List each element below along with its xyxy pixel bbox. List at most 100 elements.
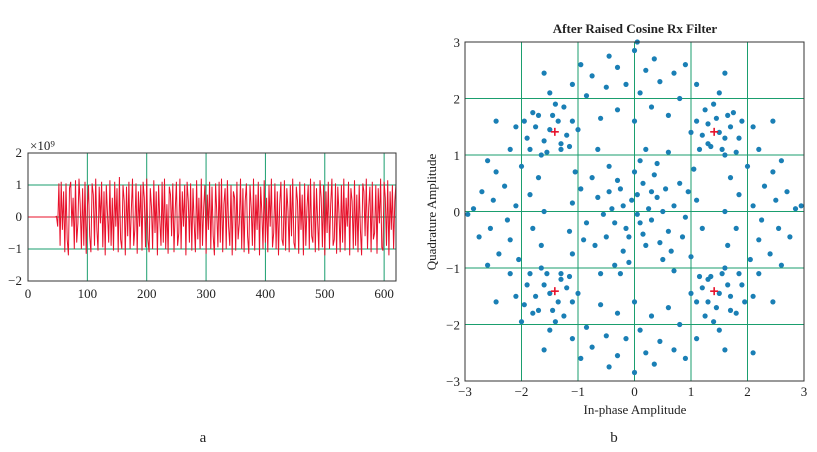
panel-b-scatter-point: [606, 163, 612, 169]
panel-b-series: [465, 39, 804, 376]
panel-b-scatter-point: [507, 146, 513, 152]
panel-b-scatter-point: [722, 265, 728, 271]
panel-b-scatter-point: [722, 208, 728, 215]
panel-b-scatter-point: [750, 293, 756, 299]
panel-b-scatter-point: [648, 104, 655, 110]
panel-b-scatter-point: [566, 228, 573, 234]
panel-b-x-tick-label: 3: [801, 384, 808, 399]
panel-b-x-tick-label: 0: [631, 384, 638, 399]
panel-b-scatter-point: [507, 271, 513, 277]
panel-b-scatter-point: [742, 299, 748, 305]
panel-b-scatter-point: [637, 220, 643, 226]
panel-b-scatter-point: [623, 336, 629, 342]
panel-b-scatter-point: [614, 353, 621, 359]
panel-b-scatter-point: [694, 299, 700, 305]
panel-b-scatter-point: [722, 152, 728, 158]
panel-b-scatter-point: [643, 350, 649, 356]
panel-a-x-tick-label: 600: [374, 286, 394, 301]
panel-b-x-tick-label: 2: [744, 384, 751, 399]
panel-b-y-tick-label: −2: [446, 318, 460, 333]
panel-b-scatter-point: [598, 271, 604, 277]
panel-b-scatter-point: [626, 234, 632, 240]
panel-b-scatter-point: [527, 271, 533, 277]
panel-b-scatter-point: [648, 217, 655, 223]
panel-b-scatter-point: [756, 146, 762, 152]
panel-a-frame: [27, 152, 397, 282]
panel-b-y-tick-label: 2: [454, 92, 461, 107]
panel-b-scatter-point: [612, 220, 618, 226]
panel-b-scatter-point: [744, 163, 751, 169]
panel-b-scatter-point: [558, 146, 564, 152]
panel-b-scatter-point: [725, 242, 731, 248]
panel-b-scatter-point: [564, 285, 570, 291]
panel-a-y-tick-label: −2: [8, 273, 22, 288]
panel-b-scatter-point: [688, 254, 694, 260]
panel-b-scatter-point: [598, 302, 604, 308]
panel-b-scatter-point: [485, 158, 491, 164]
panel-b-scatter-point: [513, 124, 519, 130]
panel-b-scatter-point: [750, 350, 756, 356]
panel-b-scatter-point: [711, 101, 717, 107]
panel-b-scatter-point: [606, 189, 612, 195]
panel-b-scatter-point: [739, 282, 745, 288]
panel-b-scatter-point: [561, 313, 567, 319]
panel-b-scatter-point: [688, 129, 694, 135]
panel-b-scatter-point: [677, 95, 683, 102]
panel-b-scatter-point: [555, 299, 561, 305]
panel-b-scatter-point: [535, 112, 542, 118]
panel-b-scatter-point: [705, 299, 711, 305]
panel-b-scatter-point: [575, 127, 581, 133]
panel-b-scatter-point: [657, 240, 663, 246]
panel-b-scatter-point: [518, 319, 525, 325]
panel-b-scatter-point: [665, 305, 672, 311]
panel-b-scatter-point: [643, 146, 649, 152]
panel-b-scatter-point: [694, 197, 700, 203]
panel-b-scatter-point: [569, 251, 576, 257]
panel-b-scatter-point: [756, 237, 762, 243]
panel-b-y-tick-label: 0: [454, 205, 461, 220]
panel-b-scatter-point: [643, 242, 649, 248]
panel-b-scatter-point: [770, 118, 776, 124]
panel-b-scatter-point: [631, 47, 638, 54]
panel-b-scatter-point: [547, 290, 553, 296]
panel-b-scatter-point: [651, 56, 657, 62]
panel-b-scatter-point: [665, 112, 672, 118]
panel-b-y-tick-label: 1: [454, 148, 461, 163]
panel-a-y-tick-label: 0: [16, 209, 23, 224]
panel-b-scatter-point: [637, 327, 643, 333]
panel-b-scatter-point: [479, 189, 485, 195]
panel-b-scatter-point: [603, 333, 609, 339]
panel-b-scatter-point: [696, 273, 703, 280]
panel-b-scatter-point: [470, 206, 477, 212]
panel-b-ticks: −3 −2 −1 0 1 2 3 3 2 1 0 −1 −2 −3: [446, 35, 807, 399]
panel-b-scatter-point: [671, 203, 677, 209]
panel-b-scatter-point: [770, 169, 776, 175]
panel-b-scatter-point: [736, 271, 742, 277]
panel-b-scatter-point: [578, 186, 584, 192]
panel-b-scatter-point: [496, 251, 502, 257]
panel-b-scatter-point: [688, 290, 694, 296]
panel-b-scatter-point: [713, 305, 720, 311]
panel-b-scatter-point: [699, 132, 705, 138]
panel-b-scatter-point: [702, 107, 708, 113]
panel-b-scatter-point: [552, 101, 559, 107]
panel-b-scatter-point: [626, 259, 632, 265]
panel-b-scatter-point: [533, 293, 539, 299]
panel-b-scatter-point: [516, 256, 522, 263]
panel-b-scatter-point: [651, 361, 657, 367]
panel-b-scatter-point: [637, 158, 643, 164]
panel-b-scatter-point: [504, 217, 510, 223]
panel-b-scatter-point: [716, 90, 722, 96]
panel-b-scatter-point: [614, 107, 621, 113]
panel-b-scatter-point: [739, 118, 745, 124]
panel-b-ideal-symbol-marker: [550, 287, 559, 296]
panel-b-frame: [464, 41, 805, 382]
panel-b-scatter-point: [736, 192, 742, 198]
panel-b-scatter-point: [561, 104, 567, 110]
panel-b-scatter-point: [521, 118, 527, 124]
panel-b-scatter-point: [614, 310, 621, 316]
panel-b-ideal-symbol-marker: [710, 127, 719, 136]
panel-a-x-tick-label: 500: [315, 286, 335, 301]
panel-b-scatter-point: [538, 265, 544, 271]
panel-b-scatter-point: [493, 118, 499, 124]
